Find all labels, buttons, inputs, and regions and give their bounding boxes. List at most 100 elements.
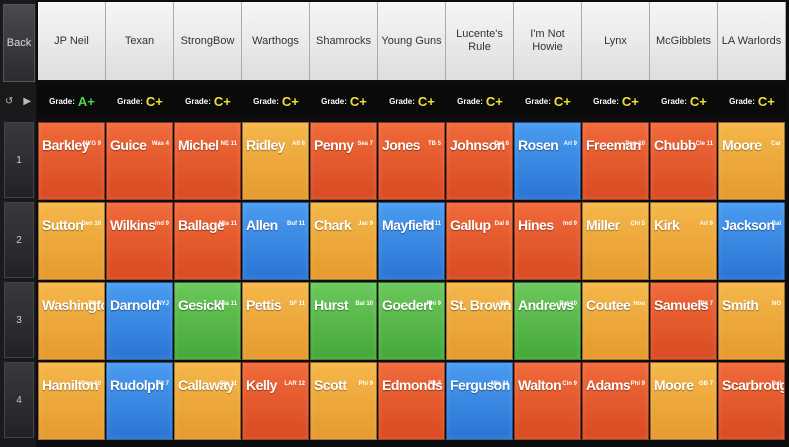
- pick-tile[interactable]: Smith NO: [718, 282, 785, 360]
- round-number: 1: [16, 154, 22, 166]
- pick-tile[interactable]: Callaway Cle 11: [174, 362, 241, 440]
- round-label-3: 3: [4, 282, 34, 358]
- back-button[interactable]: Back: [3, 4, 35, 82]
- undo-icon[interactable]: ↺: [4, 95, 14, 107]
- pick-tile[interactable]: Gallup Dal 8: [446, 202, 513, 280]
- grade-label: Grade:: [729, 96, 755, 106]
- player-team-bye: Atl 8: [291, 141, 305, 147]
- pick-tile[interactable]: Chark Jac 9: [310, 202, 377, 280]
- pick-tile[interactable]: Scott Phi 9: [310, 362, 377, 440]
- player-team-bye: Bal 10: [559, 301, 577, 307]
- grade-cell: Grade: C+: [310, 86, 378, 116]
- team-header-la-warlords[interactable]: LA Warlords: [718, 2, 786, 80]
- team-header-lucente-s-rule[interactable]: Lucente's Rule: [446, 2, 514, 80]
- player-team-bye: NYG 9: [82, 141, 101, 147]
- pick-tile[interactable]: Mayfield Cle 11: [378, 202, 445, 280]
- player-team-bye: Pit 7: [156, 381, 169, 387]
- pick-tile[interactable]: Freeman Den 10: [582, 122, 649, 200]
- grade-value: C+: [621, 93, 639, 109]
- team-header-texan[interactable]: Texan: [106, 2, 174, 80]
- player-last-name: Ridley: [246, 137, 286, 153]
- pick-tile[interactable]: Moore GB 7: [650, 362, 717, 440]
- pick-tile[interactable]: Moore Car: [718, 122, 785, 200]
- grade-value: C+: [417, 93, 435, 109]
- player-team-bye: Cle 11: [695, 141, 713, 147]
- grade-label: Grade:: [49, 96, 75, 106]
- player-last-name: Pettis: [246, 297, 282, 313]
- pick-tile[interactable]: Penny Sea 7: [310, 122, 377, 200]
- player-team-bye: Den 10: [81, 381, 101, 387]
- pick-tile[interactable]: Darnold NYJ: [106, 282, 173, 360]
- player-last-name: Walton: [518, 377, 562, 393]
- player-team-bye: Phi 9: [358, 381, 373, 387]
- player-team-bye: Buf 11: [286, 221, 305, 227]
- pick-tile[interactable]: Ridley Atl 8: [242, 122, 309, 200]
- team-header-shamrocks[interactable]: Shamrocks: [310, 2, 378, 80]
- pick-tile[interactable]: Coutee Hou: [582, 282, 649, 360]
- pick-tile[interactable]: Kirk Ari 9: [650, 202, 717, 280]
- player-team-bye: Den 10: [625, 141, 645, 147]
- pick-tile[interactable]: Ferguson Mia 11: [446, 362, 513, 440]
- player-team-bye: Den 10: [81, 221, 101, 227]
- pick-tile[interactable]: Goedert Phi 9: [378, 282, 445, 360]
- team-header-young-guns[interactable]: Young Guns: [378, 2, 446, 80]
- player-team-bye: GB 7: [698, 381, 713, 387]
- grade-value: C+: [689, 93, 707, 109]
- pick-tile[interactable]: Hurst Bal 10: [310, 282, 377, 360]
- pick-tile[interactable]: Rudolph Pit 7: [106, 362, 173, 440]
- pick-tile[interactable]: Ballage Mia 11: [174, 202, 241, 280]
- pick-tile[interactable]: Michel NE 11: [174, 122, 241, 200]
- player-last-name: Allen: [246, 217, 278, 233]
- pick-tile[interactable]: Samuels Pit 7: [650, 282, 717, 360]
- pick-tile[interactable]: Edmonds Pit 7: [378, 362, 445, 440]
- player-team-bye: LAR 12: [284, 381, 305, 387]
- player-last-name: Samuels: [654, 297, 709, 313]
- player-last-name: Moore: [654, 377, 694, 393]
- player-team-bye: SF 11: [289, 301, 305, 307]
- grade-value: C+: [349, 93, 367, 109]
- pick-tile[interactable]: Guice Was 4: [106, 122, 173, 200]
- team-header-i-m-not-howie[interactable]: I'm Not Howie: [514, 2, 582, 80]
- player-last-name: Jones: [382, 137, 420, 153]
- team-header-mcgibblets[interactable]: McGibblets: [650, 2, 718, 80]
- pick-tile[interactable]: Hines Ind 9: [514, 202, 581, 280]
- grade-label: Grade:: [389, 96, 415, 106]
- pick-tile[interactable]: Johnson Det 6: [446, 122, 513, 200]
- pick-tile[interactable]: Kelly LAR 12: [242, 362, 309, 440]
- pick-tile[interactable]: Jackson Bal: [718, 202, 785, 280]
- grade-cell: Grade: C+: [514, 86, 582, 116]
- player-last-name: Coutee: [586, 297, 631, 313]
- team-header-jp-neil[interactable]: JP Neil: [38, 2, 106, 80]
- team-header-warthogs[interactable]: Warthogs: [242, 2, 310, 80]
- pick-tile[interactable]: Allen Buf 11: [242, 202, 309, 280]
- pick-tile[interactable]: Sutton Den 10: [38, 202, 105, 280]
- grade-label: Grade:: [117, 96, 143, 106]
- pick-tile[interactable]: Chubb Cle 11: [650, 122, 717, 200]
- pick-tile[interactable]: Pettis SF 11: [242, 282, 309, 360]
- grade-label: Grade:: [321, 96, 347, 106]
- pick-tile[interactable]: St. Brown GB: [446, 282, 513, 360]
- player-last-name: Ferguson: [450, 377, 510, 393]
- pick-tile[interactable]: Barkley NYG 9: [38, 122, 105, 200]
- player-last-name: Chark: [314, 217, 352, 233]
- player-team-bye: Sea 7: [357, 141, 373, 147]
- pick-tile[interactable]: Walton Cin 9: [514, 362, 581, 440]
- pick-tile[interactable]: ScarbroughDal: [718, 362, 785, 440]
- pick-tile[interactable]: Gesicki Mia 11: [174, 282, 241, 360]
- player-team-bye: NYJ: [157, 301, 169, 307]
- player-team-bye: Pit 7: [700, 301, 713, 307]
- team-header-strongbow[interactable]: StrongBow: [174, 2, 242, 80]
- pick-tile[interactable]: WashingtonPit 7: [38, 282, 105, 360]
- round-number: 4: [16, 394, 22, 406]
- player-last-name: Scott: [314, 377, 347, 393]
- pick-tile[interactable]: Hamilton Den 10: [38, 362, 105, 440]
- pick-tile[interactable]: Miller Chi 5: [582, 202, 649, 280]
- pick-tile[interactable]: Andrews Bal 10: [514, 282, 581, 360]
- grade-cell: Grade: C+: [650, 86, 718, 116]
- pick-tile[interactable]: Adams Phi 9: [582, 362, 649, 440]
- play-icon[interactable]: ▶: [23, 95, 32, 107]
- pick-tile[interactable]: Wilkins Ind 9: [106, 202, 173, 280]
- team-header-lynx[interactable]: Lynx: [582, 2, 650, 80]
- pick-tile[interactable]: Jones TB 5: [378, 122, 445, 200]
- pick-tile[interactable]: Rosen Ari 9: [514, 122, 581, 200]
